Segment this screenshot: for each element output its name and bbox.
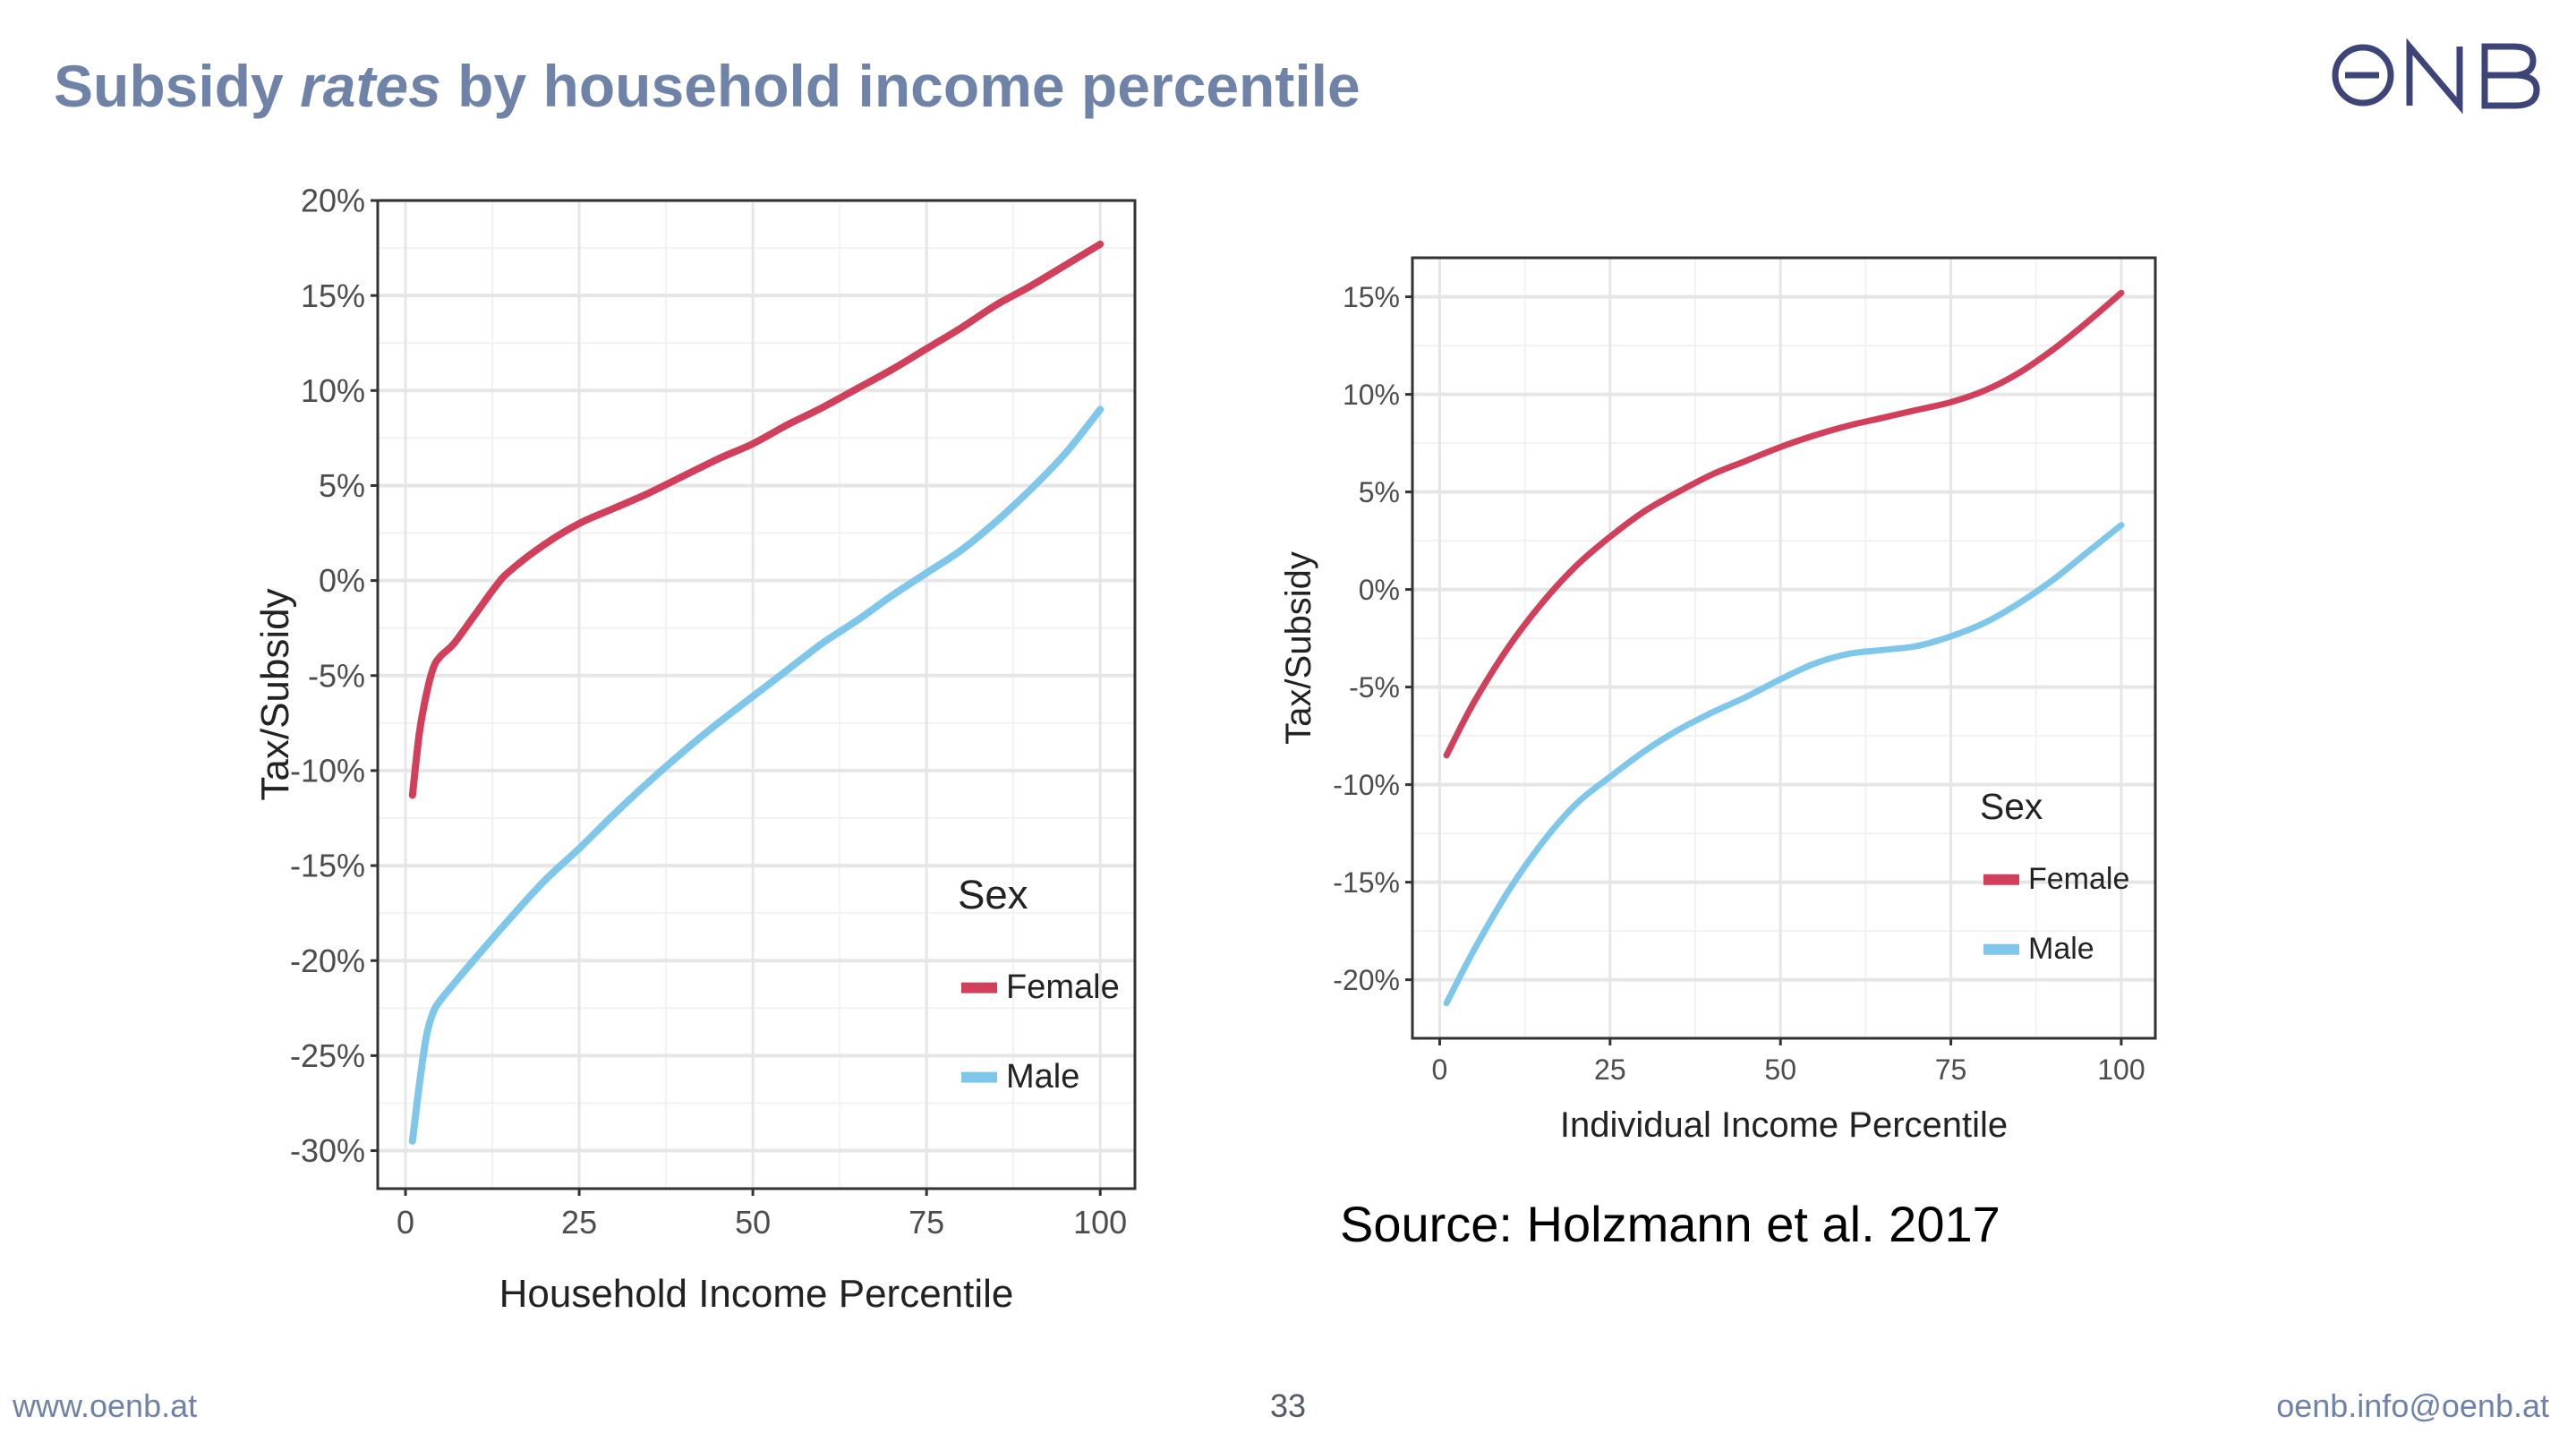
source-citation: Source: Holzmann et al. 2017 <box>1340 1196 2000 1252</box>
legend-label-female: Female <box>1006 968 1120 1006</box>
individual-income-chart: -20% -15% -10% -5% 0% 5% 10% 15% 0 25 50 75 100 Indiv… <box>1280 256 2157 1145</box>
series-line-female <box>1443 289 2125 759</box>
series-line-male <box>408 405 1105 1145</box>
y-tick-label: 5% <box>319 467 365 504</box>
legend-label-male: Male <box>1006 1058 1079 1096</box>
x-tick-label: 75 <box>1935 1053 1967 1086</box>
footer-email[interactable]: oenb.info@oenb.at <box>2276 1387 2549 1424</box>
slide-title: Subsidy rates by household income percen… <box>54 52 1361 120</box>
y-tick-label: 20% <box>301 183 365 219</box>
y-tick-label: 10% <box>301 372 365 409</box>
logo-letter-n <box>2406 38 2463 115</box>
series-line-male <box>1443 522 2125 1007</box>
title-text-emphasis: rates <box>300 53 441 119</box>
y-axis-label: Tax/Subsidy <box>253 588 297 800</box>
x-tick-label: 25 <box>561 1204 597 1241</box>
x-axis-label: Household Income Percentile <box>499 1272 1014 1316</box>
x-tick-label: 50 <box>735 1204 771 1241</box>
y-tick-label: -10% <box>290 753 365 789</box>
legend-label-male: Male <box>2028 932 2094 966</box>
y-tick-label: -20% <box>290 942 365 979</box>
page-number: 33 <box>1269 1387 1307 1424</box>
legend-label-female: Female <box>2028 862 2129 896</box>
x-tick-label: 0 <box>1432 1053 1448 1086</box>
y-tick-label: 5% <box>1359 476 1400 508</box>
y-tick-label: 15% <box>1343 281 1400 313</box>
x-tick-label: 75 <box>908 1204 944 1241</box>
title-text-pre: Subsidy <box>54 53 301 119</box>
footer-website[interactable]: www.oenb.at <box>13 1387 198 1424</box>
y-tick-label: 10% <box>1343 379 1400 411</box>
plot-border <box>1411 256 2157 1040</box>
y-tick-label: -20% <box>1333 964 1400 996</box>
legend-title: Sex <box>1980 786 2043 827</box>
y-tick-label: 0% <box>1359 574 1400 606</box>
legend: Sex Female Male <box>958 872 1120 1096</box>
y-axis-label: Tax/Subsidy <box>1280 551 1318 745</box>
title-text-post: by household income percentile <box>440 53 1361 119</box>
logo-o-ring <box>2332 44 2394 107</box>
plot-background <box>1412 258 2155 1038</box>
y-tick-label: -5% <box>1349 671 1400 704</box>
x-axis-label: Individual Income Percentile <box>1560 1105 2008 1145</box>
y-tick-label: 0% <box>319 562 365 599</box>
logo-letter-b <box>2481 43 2540 109</box>
y-tick-label: 15% <box>301 277 365 314</box>
y-tick-label: -25% <box>290 1037 365 1074</box>
x-tick-label: 100 <box>2097 1053 2145 1086</box>
household-income-chart: -30% -25% -20% -15% -10% -5% 0% 5% 10% 15% 20% 0 25 5… <box>253 183 1137 1316</box>
legend-title: Sex <box>958 872 1028 917</box>
x-tick-label: 25 <box>1594 1053 1626 1086</box>
y-tick-label: -15% <box>1333 866 1400 899</box>
legend: Sex Female Male <box>1980 786 2129 966</box>
oenb-logo <box>2332 38 2540 115</box>
y-tick-label: -5% <box>308 657 365 694</box>
x-tick-label: 50 <box>1764 1053 1796 1086</box>
x-tick-label: 0 <box>397 1204 414 1241</box>
plot-border <box>376 199 1137 1190</box>
y-tick-label: -15% <box>290 848 365 884</box>
y-tick-label: -10% <box>1333 769 1400 801</box>
series-line-female <box>408 240 1105 799</box>
x-tick-label: 100 <box>1073 1204 1127 1241</box>
y-tick-label: -30% <box>290 1132 365 1169</box>
